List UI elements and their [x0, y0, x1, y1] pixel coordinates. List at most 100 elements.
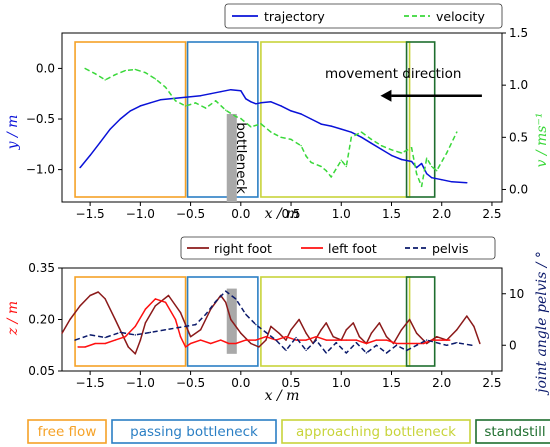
bottleneck-label: bottleneck	[233, 122, 249, 194]
left-foot-point	[415, 342, 418, 345]
trajectory-point	[99, 141, 101, 143]
velocity-point	[94, 72, 96, 75]
top-y-axis-label: y / m	[5, 115, 21, 151]
right-foot-point	[378, 322, 381, 324]
right-foot-point	[89, 294, 91, 297]
trajectory-point	[380, 148, 383, 151]
right-foot-point	[114, 318, 116, 321]
pelvis-point	[225, 290, 227, 292]
pelvis-point	[235, 298, 237, 300]
left-foot-point	[405, 342, 408, 345]
left-foot-point	[315, 335, 317, 338]
right-foot-point	[69, 318, 71, 321]
left-foot-point	[395, 342, 398, 345]
velocity-point	[345, 165, 347, 168]
x-tick-label: −0.5	[176, 376, 205, 390]
trajectory-point	[199, 95, 202, 97]
y2-tick-label: 1.0	[509, 78, 528, 92]
left-foot-point	[179, 335, 182, 338]
right-foot-point	[230, 318, 232, 321]
velocity-point	[104, 79, 106, 81]
right-foot-point	[456, 329, 458, 331]
velocity-point	[235, 115, 237, 118]
legend-velocity-label: velocity	[436, 9, 485, 24]
trajectory-point	[149, 102, 152, 104]
velocity-point	[420, 185, 423, 188]
velocity-point	[360, 131, 363, 133]
bottom-plot-frame	[61, 267, 503, 372]
left-foot-point	[134, 325, 137, 328]
left-foot-point	[255, 339, 257, 341]
x-tick-label: 1.0	[332, 207, 351, 221]
x-tick-label: 0.5	[281, 376, 300, 390]
velocity-point	[270, 131, 272, 133]
left-foot-point	[154, 298, 157, 300]
velocity-point	[144, 71, 147, 74]
right-foot-point	[144, 322, 147, 324]
trajectory-point	[330, 125, 332, 127]
phase-legend-label-free-flow: free flow	[38, 424, 97, 440]
trajectory-point	[250, 101, 252, 103]
pelvis-point	[456, 341, 458, 344]
right-foot-point	[320, 329, 322, 331]
trajectory-point	[240, 89, 242, 92]
right-foot-point	[189, 335, 192, 338]
pelvis-point	[385, 352, 388, 354]
right-foot-point	[127, 346, 130, 348]
trajectory-point	[179, 97, 182, 99]
left-foot-point	[305, 339, 307, 341]
pelvis-point	[104, 336, 106, 339]
y2-tick-label: 1.5	[509, 26, 528, 40]
velocity-point	[124, 69, 126, 72]
phase-box-free-flow	[74, 41, 187, 198]
right-foot-point	[290, 329, 292, 331]
pelvis-point	[395, 344, 398, 346]
trajectory-point	[169, 98, 172, 100]
right-foot-point	[79, 305, 81, 307]
right-foot-point	[285, 339, 287, 341]
x-tick-label: 0.0	[231, 376, 250, 390]
right-foot-point	[415, 332, 418, 334]
right-foot-point	[199, 329, 202, 331]
left-foot-point	[124, 335, 126, 338]
bottom-legend-box	[180, 236, 496, 260]
trajectory-point	[370, 142, 373, 145]
x-tick-label: 2.0	[432, 207, 451, 221]
left-foot-point	[228, 342, 230, 345]
velocity-point	[240, 117, 242, 120]
velocity-point	[250, 126, 252, 128]
x-tick-label: −0.5	[176, 207, 205, 221]
right-foot-point	[139, 339, 142, 341]
pelvis-point	[255, 323, 257, 326]
phase-box-approaching-bottleneck	[260, 276, 411, 367]
trajectory-point	[340, 128, 342, 130]
top-x-axis-label: x / m	[265, 206, 300, 222]
phase-legend-box-free-flow	[27, 419, 107, 444]
pelvis-point	[245, 313, 247, 316]
phase-box-approaching-bottleneck	[260, 41, 411, 198]
pelvis-point	[134, 334, 137, 336]
left-foot-point	[84, 346, 86, 348]
legend-trajectory-label: trajectory	[264, 9, 325, 24]
right-foot-point	[466, 315, 468, 317]
left-foot-point	[144, 308, 147, 310]
arrow-head	[380, 89, 392, 102]
left-foot-point	[375, 339, 378, 341]
top-legend: trajectory velocity	[224, 3, 503, 29]
foot-pelvis-panel: −1.5 −1.0 −0.5 0.0 0.5 1.0 1.5 2.0 2.5 0.350.200…	[5, 236, 550, 404]
phase-box-passing-bottleneck	[186, 41, 259, 198]
velocity-point	[456, 131, 458, 133]
pelvis-point	[74, 339, 76, 341]
trajectory-point	[220, 90, 222, 93]
pelvis-point	[164, 329, 167, 331]
x-tick-label: −1.0	[126, 207, 155, 221]
velocity-point	[225, 109, 227, 111]
pelvis-point	[325, 352, 327, 354]
trajectory-point	[466, 182, 468, 184]
phase-legend-box-approaching-bottleneck	[281, 419, 471, 444]
pelvis-point	[214, 300, 217, 303]
pelvis-point	[345, 352, 347, 354]
trajectory-point	[189, 96, 192, 98]
series-velocity	[84, 67, 458, 188]
